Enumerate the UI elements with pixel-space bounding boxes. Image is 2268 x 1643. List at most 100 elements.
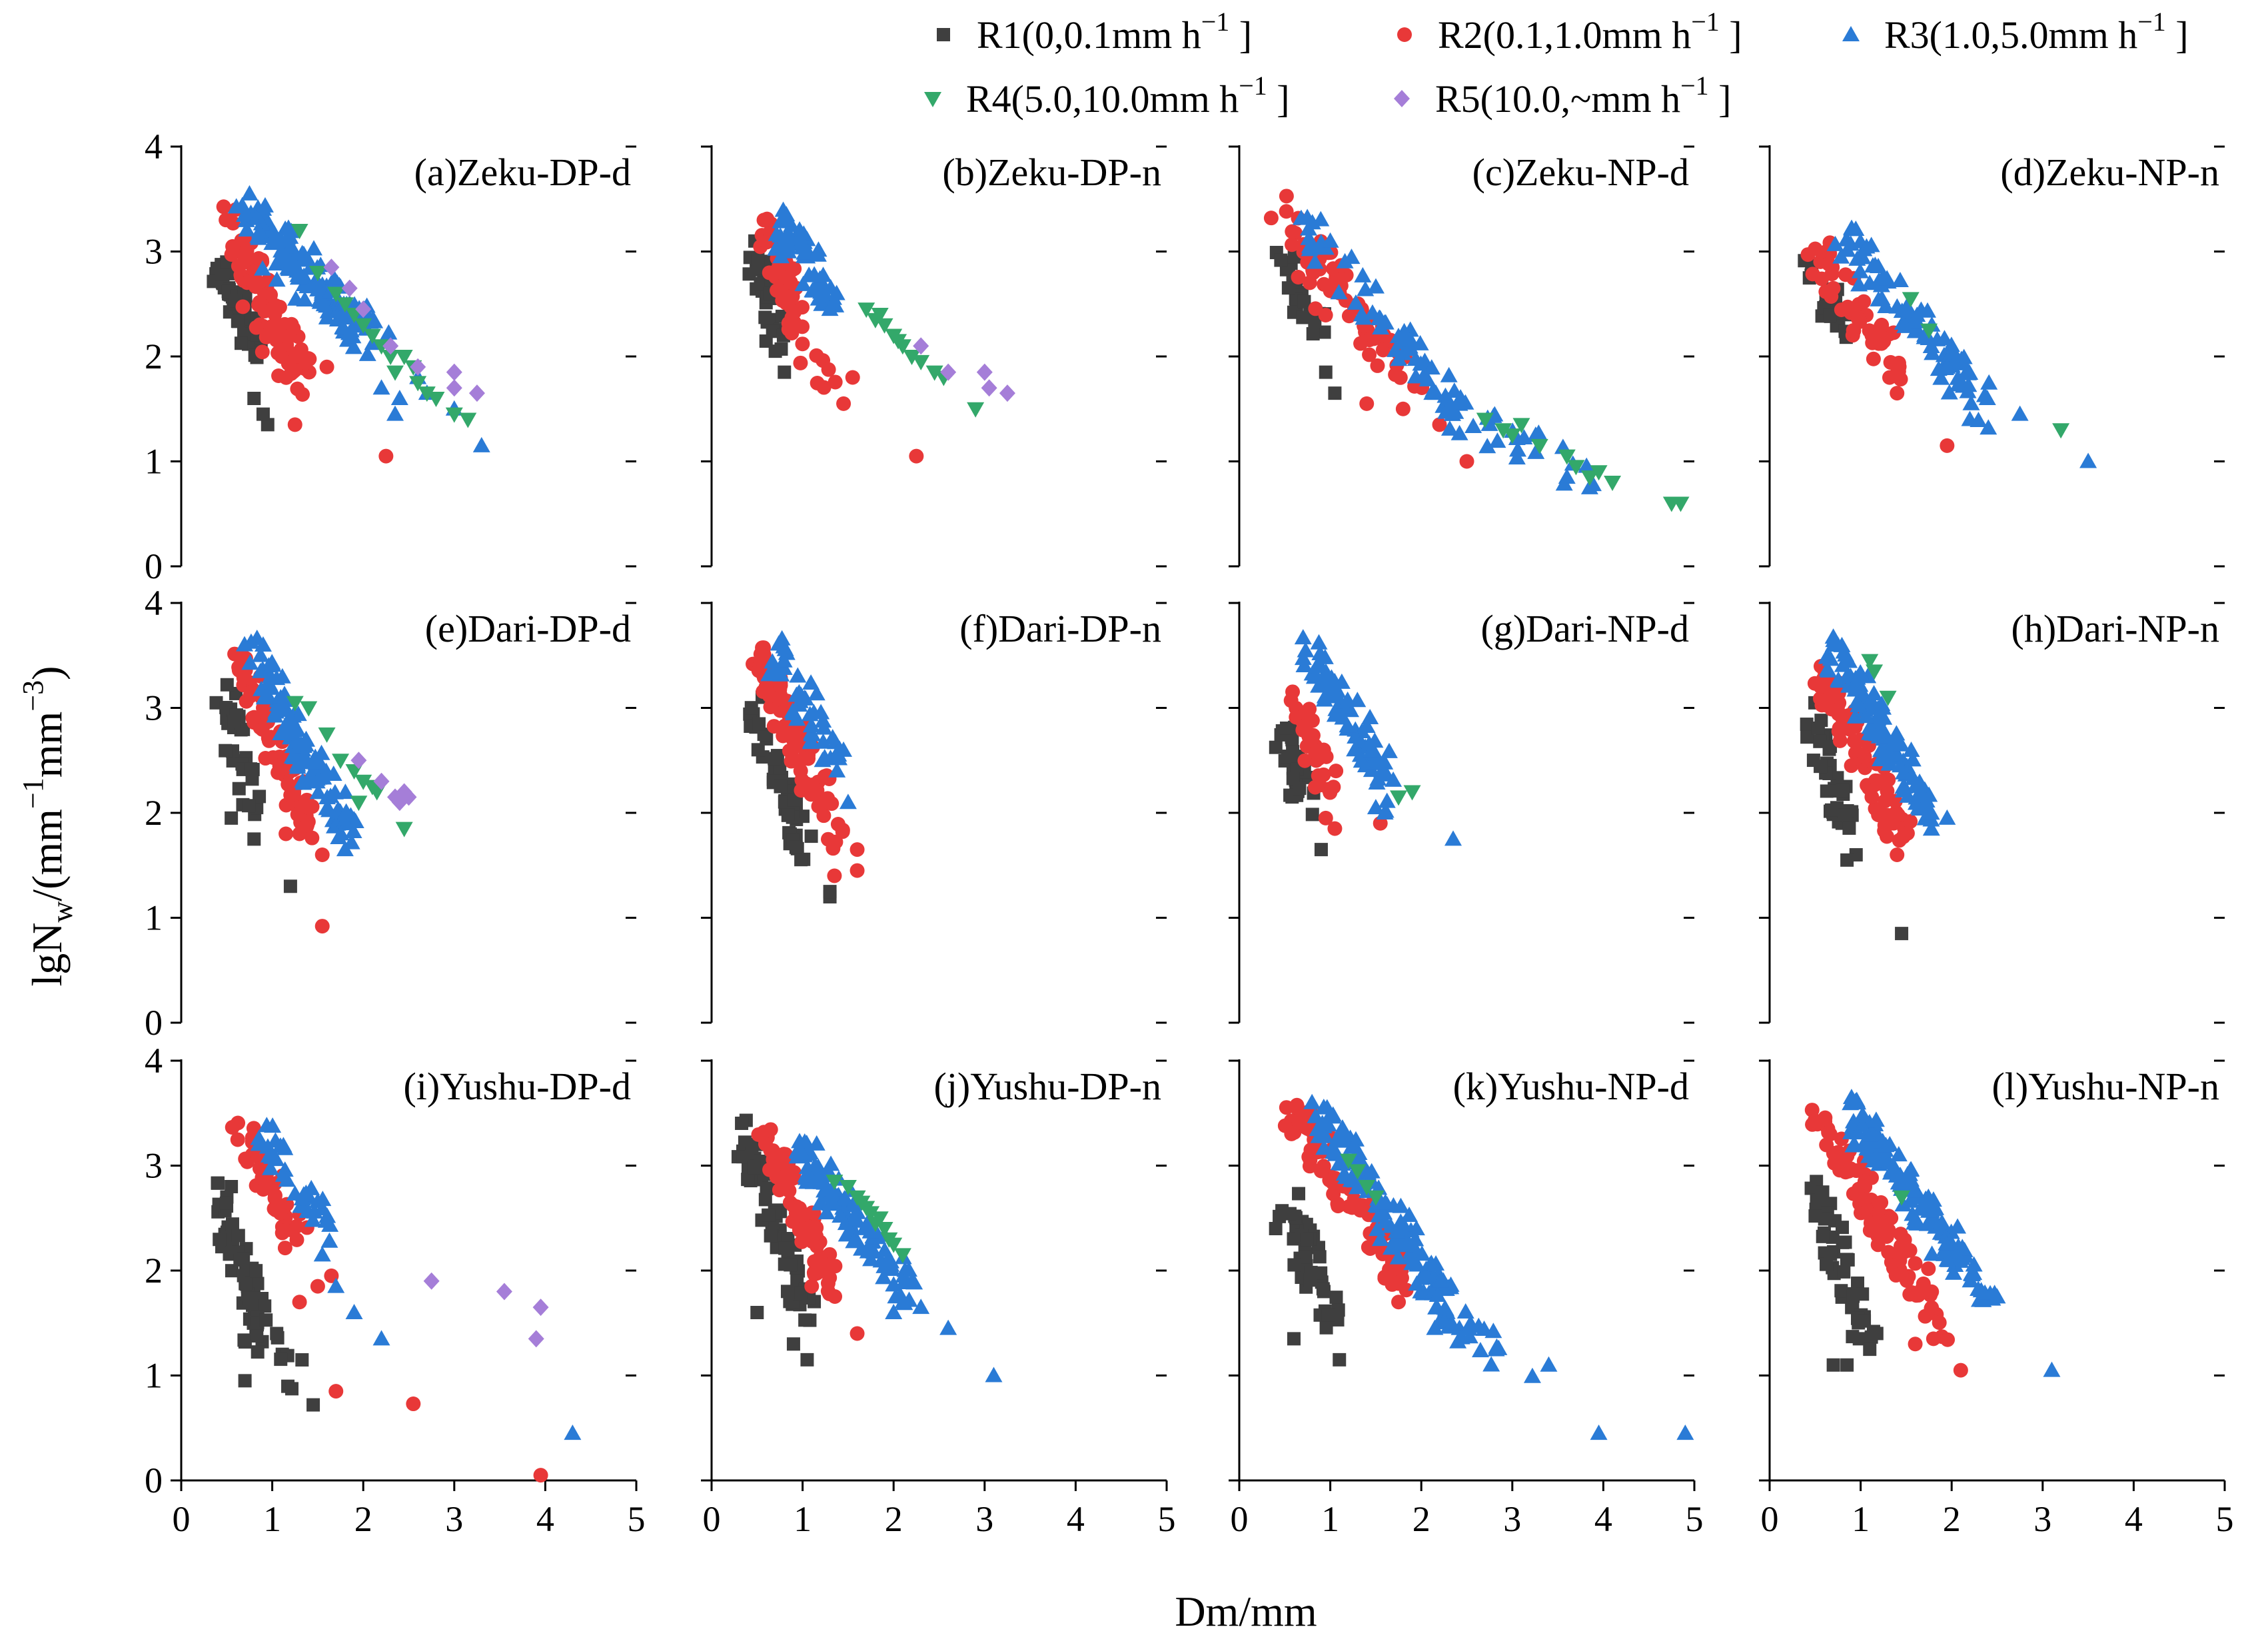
point-r2 [378,448,394,464]
point-r1 [1842,821,1856,835]
point-r3 [1818,660,1836,676]
point-r3 [1440,420,1458,436]
point-r3 [1464,417,1482,433]
point-r1 [283,879,297,893]
point-r2 [1285,237,1300,253]
point-r3 [814,267,832,282]
point-r4 [893,1248,911,1264]
x-tick-label: 3 [975,1499,993,1539]
point-r2 [1857,749,1872,764]
point-r1 [1269,740,1283,754]
point-r3 [1363,304,1381,320]
point-r3 [985,1367,1003,1382]
point-r3 [832,1207,850,1223]
point-r1 [225,1217,239,1231]
point-r3 [318,1207,336,1223]
point-r3 [1829,636,1847,652]
point-r3 [1904,1205,1922,1221]
point-r3 [1376,804,1394,820]
point-r2 [1892,1253,1908,1268]
point-r5 [341,279,358,297]
point-r2 [805,777,820,792]
panel-bzeku-dp-n: (b)Zeku-DP-n [701,145,1167,568]
point-r3 [1294,629,1312,645]
point-r2 [1893,372,1908,387]
point-r1 [751,252,765,266]
point-r3 [1303,1093,1321,1109]
point-r3 [1300,229,1318,245]
point-r3 [1842,235,1860,251]
point-r1 [1297,294,1311,308]
point-r1 [306,1398,320,1412]
point-r1 [239,1277,253,1291]
point-r3 [1456,1303,1474,1319]
point-r1 [1800,730,1814,744]
point-r2 [1285,224,1300,239]
point-r3 [1361,709,1379,725]
point-r3 [256,197,274,213]
point-r3 [297,730,315,746]
point-r2 [292,826,307,841]
point-r2 [290,807,305,822]
point-r2 [1308,301,1323,316]
point-r2 [310,1279,325,1294]
point-r1 [1811,721,1825,735]
point-r3 [251,223,269,239]
point-r2 [827,868,842,883]
point-r2 [1846,323,1862,338]
point-r3 [1363,742,1381,758]
y-tick-label: 3 [145,232,163,272]
point-r2 [301,350,316,366]
point-r4 [862,1206,880,1222]
point-r1 [258,1299,272,1313]
point-r1 [798,1313,812,1327]
y-tick-label: 4 [145,127,163,167]
point-r4 [1530,438,1548,454]
point-r3 [791,221,809,237]
point-r2 [809,1266,824,1281]
point-r2 [1289,1097,1305,1113]
point-r3 [818,1204,836,1220]
point-r3 [1840,677,1858,693]
point-r2 [287,363,302,378]
point-r1 [1273,1209,1287,1223]
point-r2 [1353,336,1369,351]
point-r2 [1918,1309,1933,1324]
point-r1 [1313,1250,1327,1264]
point-r4 [885,1237,903,1253]
point-r3 [822,278,840,294]
point-r3 [804,282,822,298]
point-r3 [1896,317,1914,333]
point-r3 [1401,1207,1418,1223]
point-r3 [1908,1182,1926,1198]
point-r2 [1908,1256,1923,1271]
point-r3 [1980,419,1997,435]
point-r3 [1870,728,1888,744]
point-r1 [250,1329,264,1343]
point-r1 [766,324,780,338]
point-r3 [268,271,286,287]
point-r5 [913,337,929,355]
point-r2 [1821,1125,1836,1140]
point-r1 [1834,1284,1848,1298]
point-r3 [798,1165,816,1181]
point-r3 [1965,1256,1983,1272]
point-r1 [1317,1285,1331,1299]
point-r2 [287,417,302,432]
x-tick-label: 4 [1067,1499,1085,1539]
panel-title: (d)Zeku-NP-n [2000,151,2219,194]
point-r2 [762,688,778,704]
point-r1 [800,1353,814,1367]
point-r3 [1484,1323,1502,1339]
panel-hdari-np-n: (h)Dari-NP-n [1759,602,2225,1024]
point-r2 [828,374,843,390]
point-r3 [326,784,344,800]
point-r3 [1335,1124,1353,1140]
point-r3 [1834,656,1852,672]
point-r1 [243,1291,257,1305]
point-r3 [311,293,329,309]
point-r3 [288,758,306,774]
point-r2 [240,1154,255,1169]
point-r1 [1835,1221,1849,1235]
y-tick-label: 3 [145,1146,163,1186]
